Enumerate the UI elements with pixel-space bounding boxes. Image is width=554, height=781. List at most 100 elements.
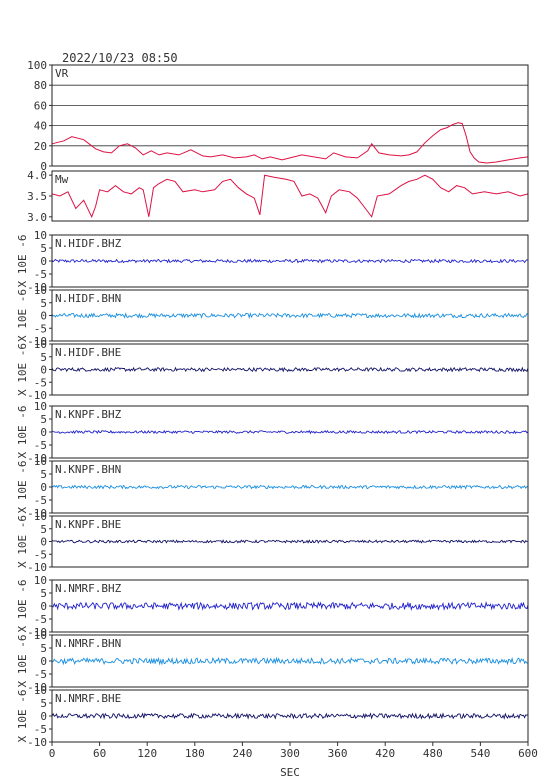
chart-title: 2022/10/23 08:50 (62, 51, 178, 65)
y-axis-label: X 10E -6 (16, 580, 29, 633)
panel-label: N.KNPF.BHZ (55, 408, 122, 421)
series-line-hidf-bhn (51, 312, 529, 320)
y-tick-label: 0 (40, 536, 47, 549)
y-axis-label: X 10E -6 (16, 289, 29, 342)
y-tick-label: 10 (34, 400, 47, 413)
y-tick-label: -10 (27, 507, 47, 520)
panel-frame (51, 405, 529, 459)
y-tick-label: 3.5 (27, 190, 47, 203)
y-axis-label: X 10E -6 (16, 235, 29, 288)
y-tick-label: 5 (40, 413, 47, 426)
y-tick-label: 5 (40, 523, 47, 536)
y-axis-label: X 10E -6 (16, 461, 29, 514)
x-tick-label: 420 (375, 747, 395, 760)
series-line-knpf-bhz (51, 429, 529, 435)
x-tick-label: 180 (185, 747, 205, 760)
x-tick-label: 480 (423, 747, 443, 760)
panel-frame (51, 634, 529, 688)
y-axis-label: X 10E -6 (16, 515, 29, 568)
y-tick-label: -5 (34, 322, 47, 335)
series-line-vr (51, 122, 529, 164)
y-tick-label: 10 (34, 338, 47, 351)
panel-label: VR (55, 67, 69, 80)
x-tick-label: 300 (280, 747, 300, 760)
y-axis-label: X 10E -6 (16, 406, 29, 459)
series-line-hidf-bhz (51, 258, 529, 264)
y-tick-label: 0 (40, 160, 47, 173)
x-axis: 0 60 120 180 240 300 360 420 480 540 600 (49, 742, 538, 760)
panel-label: N.HIDF.BHE (55, 346, 121, 359)
panel-frame (51, 234, 529, 288)
series-line-nmrf-bhn (51, 656, 528, 666)
x-axis-label: SEC (280, 766, 300, 779)
panel-frame (51, 460, 529, 514)
y-tick-label: 10 (34, 284, 47, 297)
panel-frame (51, 579, 529, 633)
y-tick-label: -10 (27, 681, 47, 694)
panel-label: N.HIDF.BHN (55, 292, 121, 305)
y-tick-label: 10 (34, 455, 47, 468)
x-tick-label: 60 (93, 747, 106, 760)
y-axis-label: X 10E -6 (16, 343, 29, 396)
y-tick-label: -5 (34, 376, 47, 389)
series-line-mw (51, 174, 529, 219)
y-tick-label: 5 (40, 587, 47, 600)
panel-frame (51, 64, 529, 167)
panel-label: N.KNPF.BHN (55, 463, 121, 476)
x-tick-label: 600 (518, 747, 538, 760)
x-tick-label: 240 (232, 747, 252, 760)
y-tick-label: 4.0 (27, 169, 47, 182)
y-tick-label: 5 (40, 468, 47, 481)
y-tick-label: 10 (34, 684, 47, 697)
panel-label: Mw (55, 173, 69, 186)
y-tick-label: -10 (27, 335, 47, 348)
y-tick-label: -5 (34, 548, 47, 561)
y-tick-label: -5 (34, 494, 47, 507)
panel-vr: 100 80 60 40 20 0 VR (27, 59, 529, 173)
y-tick-label: 5 (40, 697, 47, 710)
y-tick-label: 0 (40, 426, 47, 439)
panels: 100806040200VR4.03.53.0Mw1050-5-10N.HIDF… (16, 59, 529, 749)
y-tick-label: 0 (40, 710, 47, 723)
x-tick-label: 120 (137, 747, 157, 760)
y-tick-label: -10 (27, 626, 47, 639)
y-tick-label: 40 (34, 120, 47, 133)
y-tick-label: -5 (34, 668, 47, 681)
y-tick-label: 0 (40, 481, 47, 494)
y-tick-label: -5 (34, 439, 47, 452)
x-tick-label: 0 (49, 747, 56, 760)
panel-mw: 4.0 3.5 3.0 Mw (27, 169, 529, 224)
y-tick-label: 0 (40, 255, 47, 268)
y-tick-label: -10 (27, 389, 47, 402)
y-tick-label: 10 (34, 510, 47, 523)
y-tick-label: -5 (34, 613, 47, 626)
x-tick-label: 540 (470, 747, 490, 760)
y-tick-label: 5 (40, 351, 47, 364)
y-axis-label: X 10E -6 (16, 635, 29, 688)
panel-frame (51, 170, 529, 222)
series-line-knpf-bhe (51, 539, 529, 544)
y-tick-label: 5 (40, 297, 47, 310)
y-tick-label: 10 (34, 629, 47, 642)
y-tick-label: -10 (27, 561, 47, 574)
y-tick-label: 3.0 (27, 211, 47, 224)
series-line-nmrf-bhe (51, 712, 529, 720)
y-tick-label: 5 (40, 242, 47, 255)
y-tick-label: 20 (34, 140, 47, 153)
y-tick-label: 10 (34, 574, 47, 587)
y-tick-label: -10 (27, 736, 47, 749)
y-tick-label: -5 (34, 268, 47, 281)
y-tick-label: -5 (34, 723, 47, 736)
y-tick-label: 100 (27, 59, 47, 72)
x-tick-label: 360 (328, 747, 348, 760)
